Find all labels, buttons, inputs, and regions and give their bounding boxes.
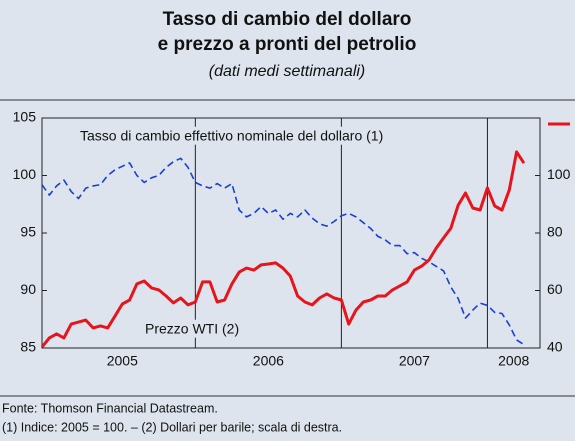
x-tick-label: 2006 [253,353,284,369]
y-tick-label: 85 [20,339,36,355]
y2-tick-label: 60 [547,281,563,297]
x-tick-label: 2008 [498,353,529,369]
y2-tick-label: 40 [547,339,563,355]
chart-title: Tasso di cambio del dollaro [163,9,412,30]
x-tick-label: 2007 [399,353,430,369]
x-tick-label: 2005 [107,353,138,369]
source-note: Fonte: Thomson Financial Datastream. [2,401,218,415]
footnote: (1) Indice: 2005 = 100. – (2) Dollari pe… [2,420,342,434]
annotation: Tasso di cambio effettivo nominale del d… [80,128,383,144]
y-tick-label: 90 [20,281,36,297]
y2-tick-label: 80 [547,224,563,240]
annotation-bg [78,126,386,145]
chart-subtitle: (dati medi settimanali) [209,63,366,80]
annotation: Prezzo WTI (2) [145,321,239,337]
y2-tick-label: 100 [547,166,571,182]
series-line [41,157,525,346]
y-tick-label: 95 [20,224,36,240]
annotation-bg [143,319,242,338]
y-tick-label: 100 [13,166,37,182]
series-line [40,150,526,349]
y-tick-label: 105 [13,109,37,125]
chart-title: e prezzo a pronti del petrolio [158,34,417,55]
